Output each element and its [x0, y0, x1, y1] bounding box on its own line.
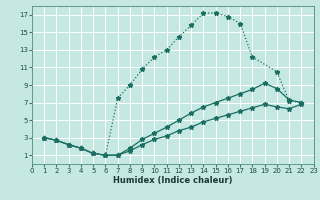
- X-axis label: Humidex (Indice chaleur): Humidex (Indice chaleur): [113, 176, 233, 185]
